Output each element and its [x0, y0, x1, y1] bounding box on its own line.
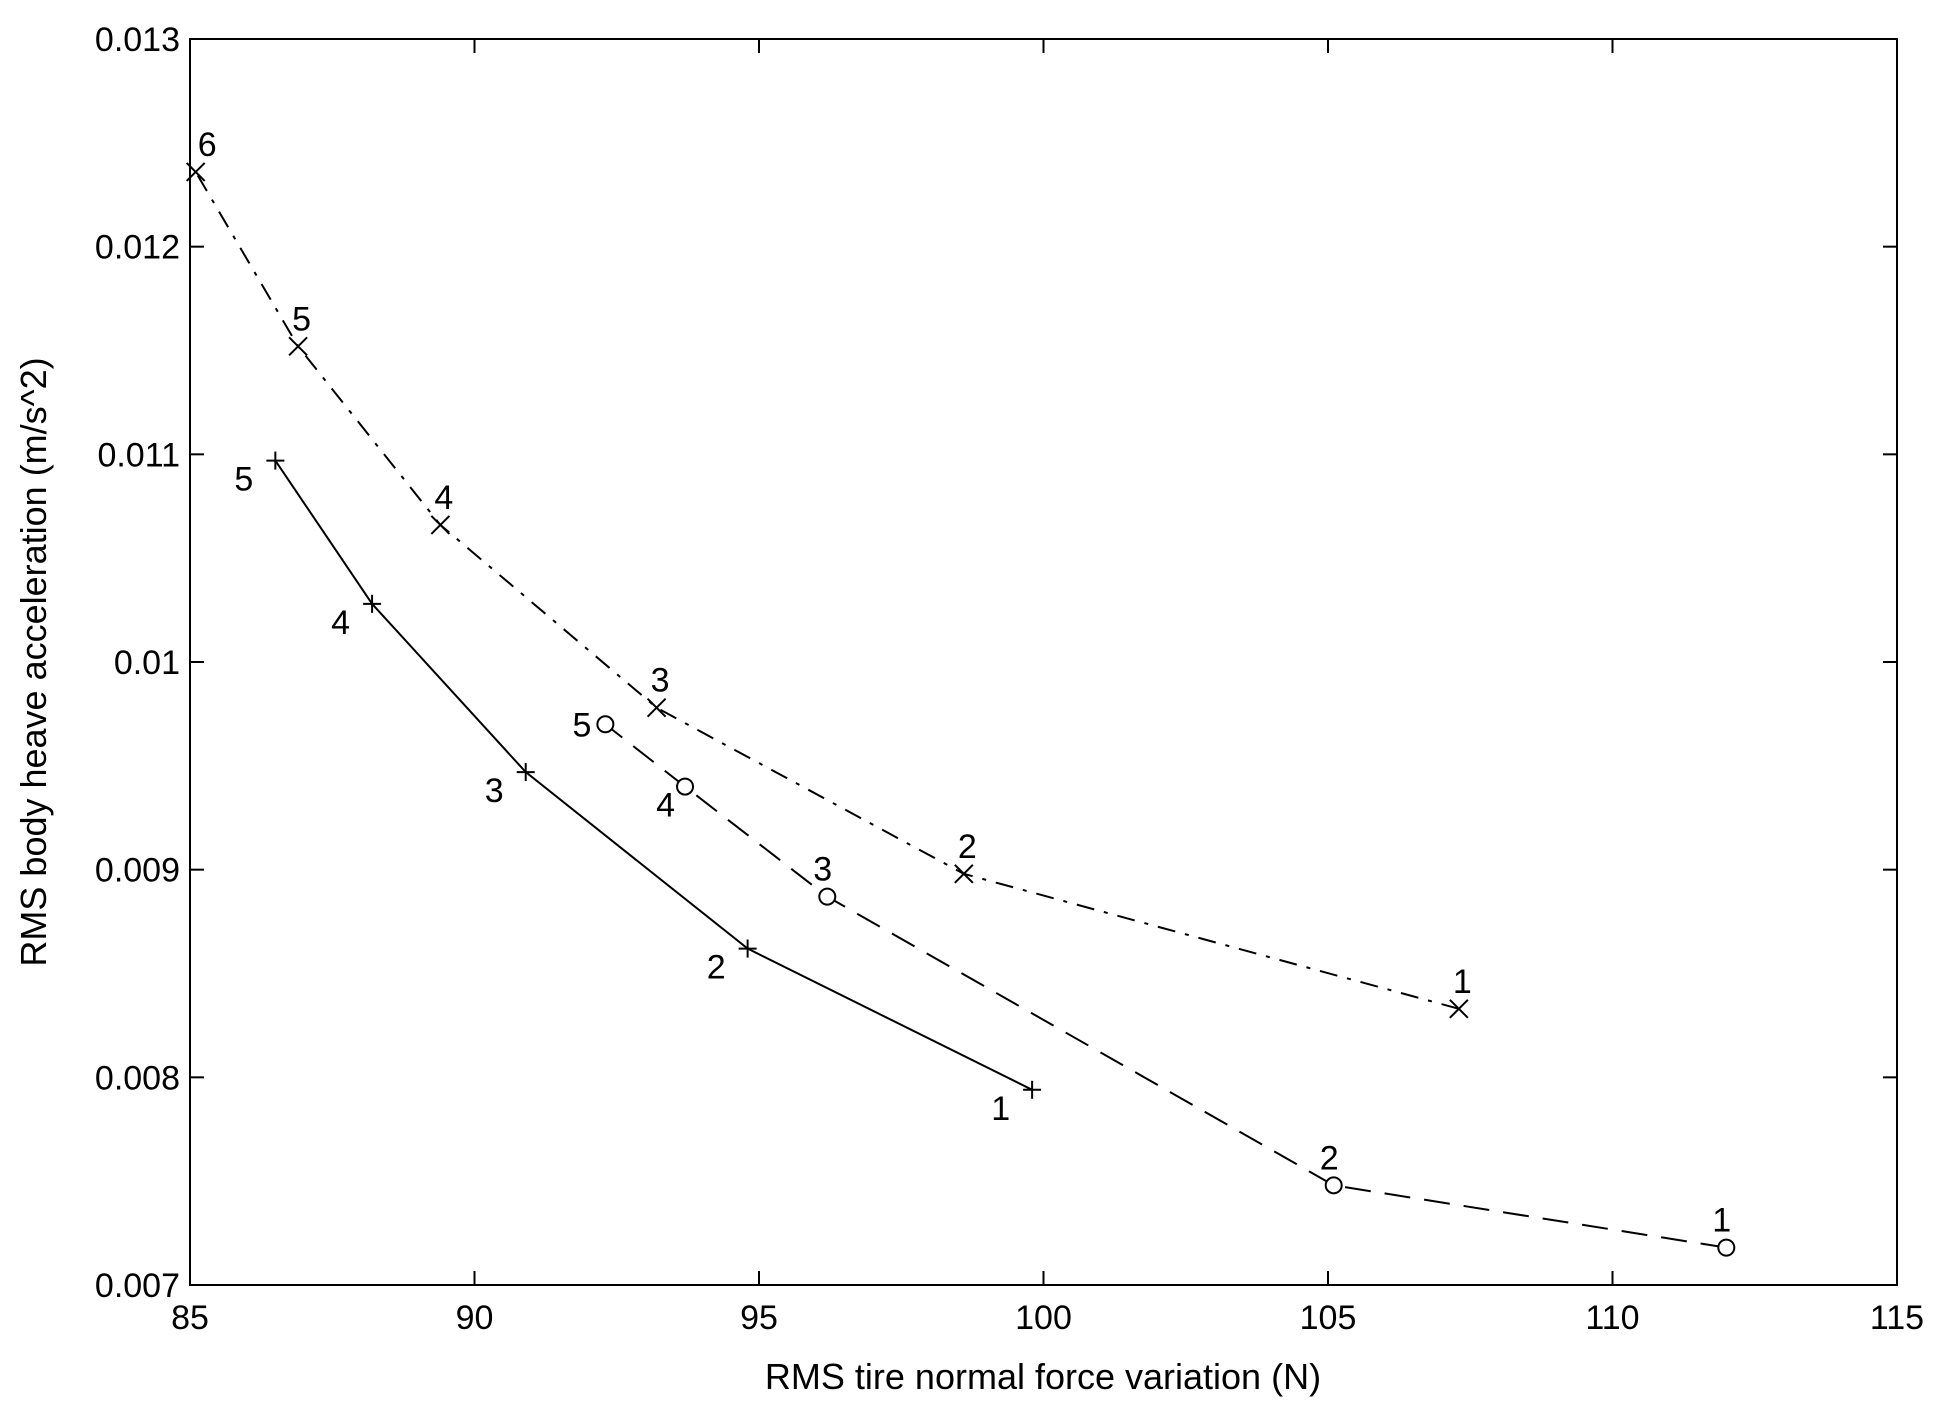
data-point-plus-marker	[363, 594, 382, 613]
data-point-circle-marker	[818, 887, 837, 906]
x-tick-label: 105	[1300, 1299, 1357, 1337]
y-tick-label: 0.008	[95, 1059, 180, 1097]
data-point-plus-marker	[738, 939, 757, 958]
x-tick-label: 100	[1015, 1299, 1072, 1337]
x-tick-label: 110	[1585, 1299, 1639, 1337]
data-point-plus-marker	[1023, 1080, 1042, 1099]
x-tick-label: 85	[171, 1299, 209, 1337]
data-point-x-marker	[288, 336, 308, 357]
x-axis-title: RMS tire normal force variation (N)	[765, 1356, 1321, 1397]
y-axis-title: RMS body heave acceleration (m/s^2)	[13, 357, 54, 966]
data-point-x-marker	[430, 515, 451, 535]
y-tick-label: 0.007	[95, 1267, 180, 1305]
y-tick-label: 0.009	[95, 852, 180, 890]
data-point-label: 3	[813, 851, 832, 889]
series-+: 1 2 3 4 5	[234, 451, 1042, 1128]
series-line	[194, 171, 1460, 1010]
data-point-circle-marker	[596, 715, 615, 734]
y-tick-label: 0.01	[114, 644, 180, 682]
data-point-label: 5	[292, 300, 311, 338]
data-point-label: 6	[198, 126, 217, 164]
data-point-label: 4	[331, 604, 350, 642]
data-point-label: 5	[234, 461, 253, 499]
data-point-label: 3	[651, 662, 670, 700]
data-point-x-marker	[185, 162, 206, 182]
data-point-plus-marker	[516, 763, 535, 782]
data-point-x-marker	[1449, 999, 1469, 1019]
axis-ticks: 85 90 95 100 105 110 1150.0070.0080.0090.010.0…	[95, 21, 1924, 1337]
data-point-label: 4	[656, 787, 675, 825]
y-tick-label: 0.011	[97, 436, 180, 474]
data-point-label: 4	[434, 479, 453, 517]
data-point-label: 2	[707, 949, 726, 987]
y-tick-label: 0.013	[95, 21, 180, 59]
data-point-label: 2	[958, 828, 977, 866]
data-point-label: 1	[1712, 1202, 1731, 1240]
data-point-plus-marker	[266, 451, 285, 470]
y-tick-label: 0.012	[95, 229, 180, 267]
data-point-label: 1	[991, 1090, 1010, 1128]
x-tick-label: 90	[456, 1299, 494, 1337]
data-point-label: 1	[1453, 963, 1472, 1001]
x-tick-label: 95	[740, 1299, 778, 1337]
x-tick-label: 115	[1870, 1299, 1924, 1337]
data-point-circle-marker	[676, 777, 695, 796]
data-point-circle-marker	[1324, 1176, 1343, 1195]
data-point-label: 3	[485, 772, 504, 810]
series-layer: 1 2 3 4 5 6 1 2 3 4 5 1 2 3 4 5	[185, 126, 1736, 1257]
series-o: 1 2 3 4 5	[572, 706, 1736, 1257]
series-x: 1 2 3 4 5 6	[185, 126, 1472, 1019]
data-point-x-marker	[954, 864, 974, 884]
data-point-label: 5	[572, 706, 591, 744]
data-point-label: 2	[1320, 1139, 1339, 1177]
data-point-x-marker	[646, 697, 667, 718]
data-point-circle-marker	[1717, 1238, 1736, 1257]
